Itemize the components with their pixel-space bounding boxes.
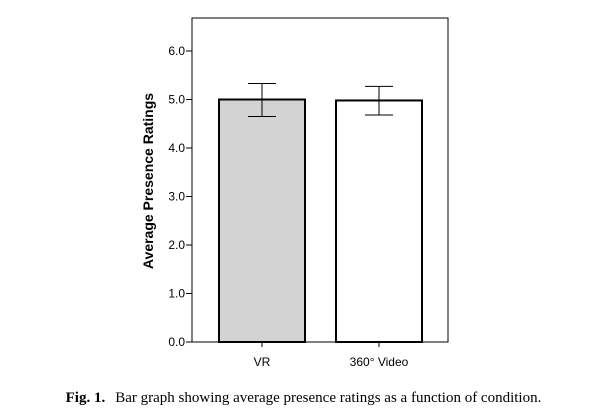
y-tick-label: 0.0 [168,335,185,349]
caption-label: Fig. 1. [65,390,106,406]
y-tick-label: 6.0 [168,44,185,58]
y-tick-label: 1.0 [168,287,185,301]
y-tick-label: 2.0 [168,238,185,252]
bar-chart: 0.0 1.0 2.0 3.0 4.0 5.0 6.0 VR 360° Video Averag… [140,17,449,369]
figure-caption: Fig. 1. Bar graph showing average presenc… [0,390,607,407]
y-tick-label: 4.0 [168,141,185,155]
y-tick-label: 3.0 [168,190,185,204]
y-tick-label: 5.0 [168,93,185,107]
bar [335,99,423,343]
x-tick-label: 360° Video [350,355,409,369]
bar [218,98,306,343]
caption-text: Bar graph showing average presence ratin… [115,390,542,406]
y-axis-title: Average Presence Ratings [140,93,156,269]
x-tick-label: VR [254,355,271,369]
